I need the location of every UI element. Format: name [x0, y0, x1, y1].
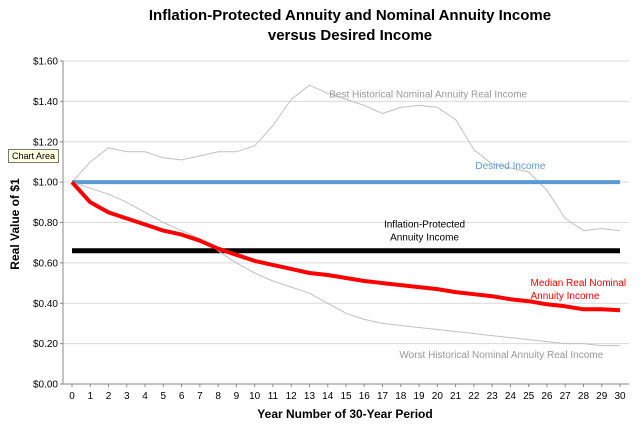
x-tick-label: 8 [215, 391, 221, 402]
series-line-worst-historical-nominal-annuity-real-income [71, 181, 620, 347]
y-tick-label: $0.60 [33, 258, 58, 269]
axes: $0.00 $0.20 $0.40 $0.60 $0.80 $1.00 $1.20 $1.40… [33, 57, 629, 402]
chart-title-line-1: Inflation-Protected Annuity and Nominal … [149, 7, 551, 24]
x-tick-label: 10 [249, 391, 261, 402]
x-tick-label: 23 [487, 391, 499, 402]
series-label-median-real-nominal-annuity-income: Median Real Nominal [530, 278, 626, 289]
y-tick-label: $1.20 [33, 137, 58, 148]
x-tick-label: 5 [161, 391, 167, 402]
x-tick-label: 6 [179, 391, 185, 402]
x-tick-label: 26 [541, 391, 553, 402]
y-axis-label: Real Value of $1 [8, 178, 22, 270]
x-tick-label: 19 [414, 391, 426, 402]
x-tick-label: 11 [268, 391, 279, 402]
y-tick-label: $1.40 [33, 97, 58, 108]
x-tick-label: 28 [578, 391, 590, 402]
y-tick-label: $0.20 [33, 339, 58, 350]
y-tick-label: $1.60 [33, 57, 58, 68]
x-tick-label: 0 [69, 391, 75, 402]
series-line-best-historical-nominal-annuity-real-income [71, 84, 621, 232]
series-label-inflation-protected-annuity-income: Inflation-Protected [384, 220, 465, 231]
x-tick-label: 20 [432, 391, 444, 402]
x-tick-label: 7 [197, 391, 203, 402]
x-tick-label: 17 [377, 391, 389, 402]
x-tick-label: 29 [596, 391, 608, 402]
x-tick-label: 21 [450, 391, 462, 402]
y-tick-label: $0.40 [33, 299, 58, 310]
x-tick-label: 14 [322, 391, 334, 402]
x-tick-label: 4 [142, 391, 148, 402]
y-tick-label: $0.00 [33, 380, 58, 391]
series-lines [70, 84, 621, 347]
x-tick-label: 2 [106, 391, 112, 402]
x-tick-label: 30 [614, 391, 626, 402]
x-tick-label: 18 [395, 391, 407, 402]
x-tick-label: 12 [286, 391, 298, 402]
series-label-inflation-protected-annuity-income: Annuity Income [390, 233, 459, 244]
series-label-worst-historical-nominal-annuity-real-income: Worst Historical Nominal Annuity Real In… [399, 350, 603, 361]
y-tick-label: $0.80 [33, 218, 58, 229]
x-tick-label: 15 [340, 391, 352, 402]
x-tick-label: 27 [560, 391, 572, 402]
x-tick-label: 3 [124, 391, 130, 402]
y-tick-label: $1.00 [33, 178, 58, 189]
chart-title-line-2: versus Desired Income [268, 27, 432, 44]
x-tick-label: 13 [304, 391, 316, 402]
series-label-median-real-nominal-annuity-income: Annuity Income [530, 291, 599, 302]
series-label-best-historical-nominal-annuity-real-income: Best Historical Nominal Annuity Real Inc… [329, 89, 527, 100]
x-tick-label: 9 [234, 391, 240, 402]
x-tick-label: 16 [359, 391, 371, 402]
x-tick-label: 24 [505, 391, 517, 402]
series-labels: Best Historical Nominal Annuity Real Inc… [329, 89, 626, 360]
x-axis-label: Year Number of 30-Year Period [257, 407, 432, 421]
series-label-desired-income: Desired Income [475, 161, 545, 172]
x-tick-label: 22 [468, 391, 480, 402]
x-tick-label: 25 [523, 391, 535, 402]
x-tick-label: 1 [87, 391, 93, 402]
chart-area-tooltip: Chart Area [8, 149, 60, 163]
series-line-median-real-nominal-annuity-income [70, 180, 621, 313]
